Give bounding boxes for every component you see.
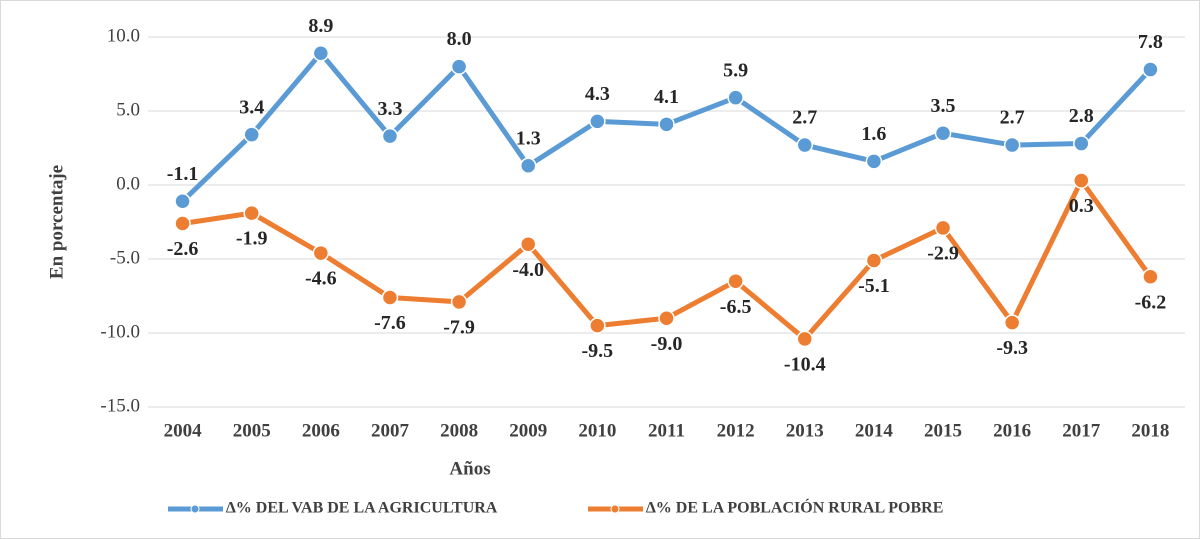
point (589, 113, 606, 130)
point (727, 89, 744, 106)
point (658, 116, 675, 133)
x-tick-label: 2004 (164, 420, 203, 441)
x-axis-title: Años (449, 458, 490, 479)
y-tick-label: -10.0 (100, 321, 140, 342)
point (796, 330, 814, 348)
point (519, 157, 537, 175)
point (589, 317, 606, 334)
x-tick-label: 2005 (233, 420, 271, 441)
legend-label: ∆% DEL VAB DE LA AGRICULTURA (226, 500, 498, 517)
x-tick-label: 2012 (717, 420, 755, 441)
x-tick-label: 2017 (1062, 420, 1101, 441)
x-tick-label: 2016 (993, 420, 1031, 441)
point (381, 127, 399, 145)
data-label: -2.6 (167, 238, 199, 260)
data-label: -4.6 (305, 268, 337, 290)
data-label: 2.7 (1000, 107, 1025, 129)
point (1142, 61, 1159, 78)
point (1142, 268, 1159, 286)
legend-marker (610, 504, 620, 514)
data-label: 1.6 (861, 123, 886, 145)
point (174, 193, 191, 210)
y-tick-label: -15.0 (100, 395, 140, 416)
data-label: -4.0 (512, 259, 544, 281)
point (1003, 136, 1021, 154)
x-tick-label: 2007 (371, 420, 410, 441)
point (312, 45, 330, 62)
y-tick-label: 5.0 (116, 99, 140, 120)
x-tick-label: 2008 (440, 420, 478, 441)
point (1073, 172, 1090, 189)
y-tick-label: -5.0 (110, 247, 140, 268)
data-label: 4.1 (654, 86, 679, 108)
data-label: 3.5 (931, 95, 956, 117)
point (174, 215, 191, 232)
data-label: -7.9 (443, 317, 475, 339)
point (381, 289, 399, 306)
data-label: -9.3 (996, 337, 1028, 359)
x-tick-label: 2013 (786, 420, 824, 441)
data-label: -7.6 (374, 312, 406, 334)
point (727, 272, 744, 290)
x-tick-label: 2015 (924, 420, 962, 441)
data-label: 3.4 (239, 96, 264, 118)
data-label: 1.3 (516, 127, 541, 149)
point (243, 204, 260, 222)
data-label: 3.3 (377, 98, 402, 120)
point (934, 219, 952, 237)
point (934, 124, 952, 142)
x-tick-label: 2018 (1131, 420, 1169, 441)
x-tick-label: 2010 (578, 420, 616, 441)
point (1003, 314, 1021, 331)
data-label: 8.0 (447, 28, 472, 50)
x-tick-label: 2006 (302, 420, 340, 441)
point (658, 309, 675, 327)
data-label: -10.4 (784, 354, 826, 376)
y-axis-title: En porcentaje (46, 165, 67, 279)
point (519, 235, 537, 253)
x-tick-label: 2014 (855, 420, 894, 441)
point (312, 244, 330, 262)
point (450, 293, 468, 311)
data-label: -1.1 (167, 163, 199, 185)
x-tick-label: 2009 (509, 420, 547, 441)
legend-label: ∆% DE LA POBLACIÓN RURAL POBRE (646, 498, 943, 517)
data-label: 7.8 (1138, 31, 1163, 53)
point (450, 58, 468, 75)
data-label: -5.1 (858, 275, 890, 297)
data-label: 2.7 (792, 107, 817, 129)
data-label: 8.9 (308, 15, 333, 37)
data-label: -1.9 (236, 228, 268, 250)
x-tick-label: 2011 (648, 420, 685, 441)
data-label: -2.9 (927, 243, 959, 265)
point (1073, 135, 1090, 152)
point (865, 252, 883, 269)
y-tick-label: 0.0 (116, 173, 140, 194)
y-tick-label: 10.0 (107, 25, 140, 46)
data-label: 0.3 (1069, 195, 1094, 217)
point (796, 136, 814, 154)
data-label: -9.0 (651, 333, 683, 355)
legend-marker (190, 504, 200, 514)
data-label: 5.9 (723, 59, 748, 81)
data-label: 4.3 (585, 83, 610, 105)
data-label: 2.8 (1069, 105, 1094, 127)
point (865, 153, 883, 170)
data-label: -9.5 (582, 340, 614, 362)
data-label: -6.5 (720, 296, 752, 318)
data-label: -6.2 (1135, 291, 1167, 313)
point (243, 126, 260, 143)
